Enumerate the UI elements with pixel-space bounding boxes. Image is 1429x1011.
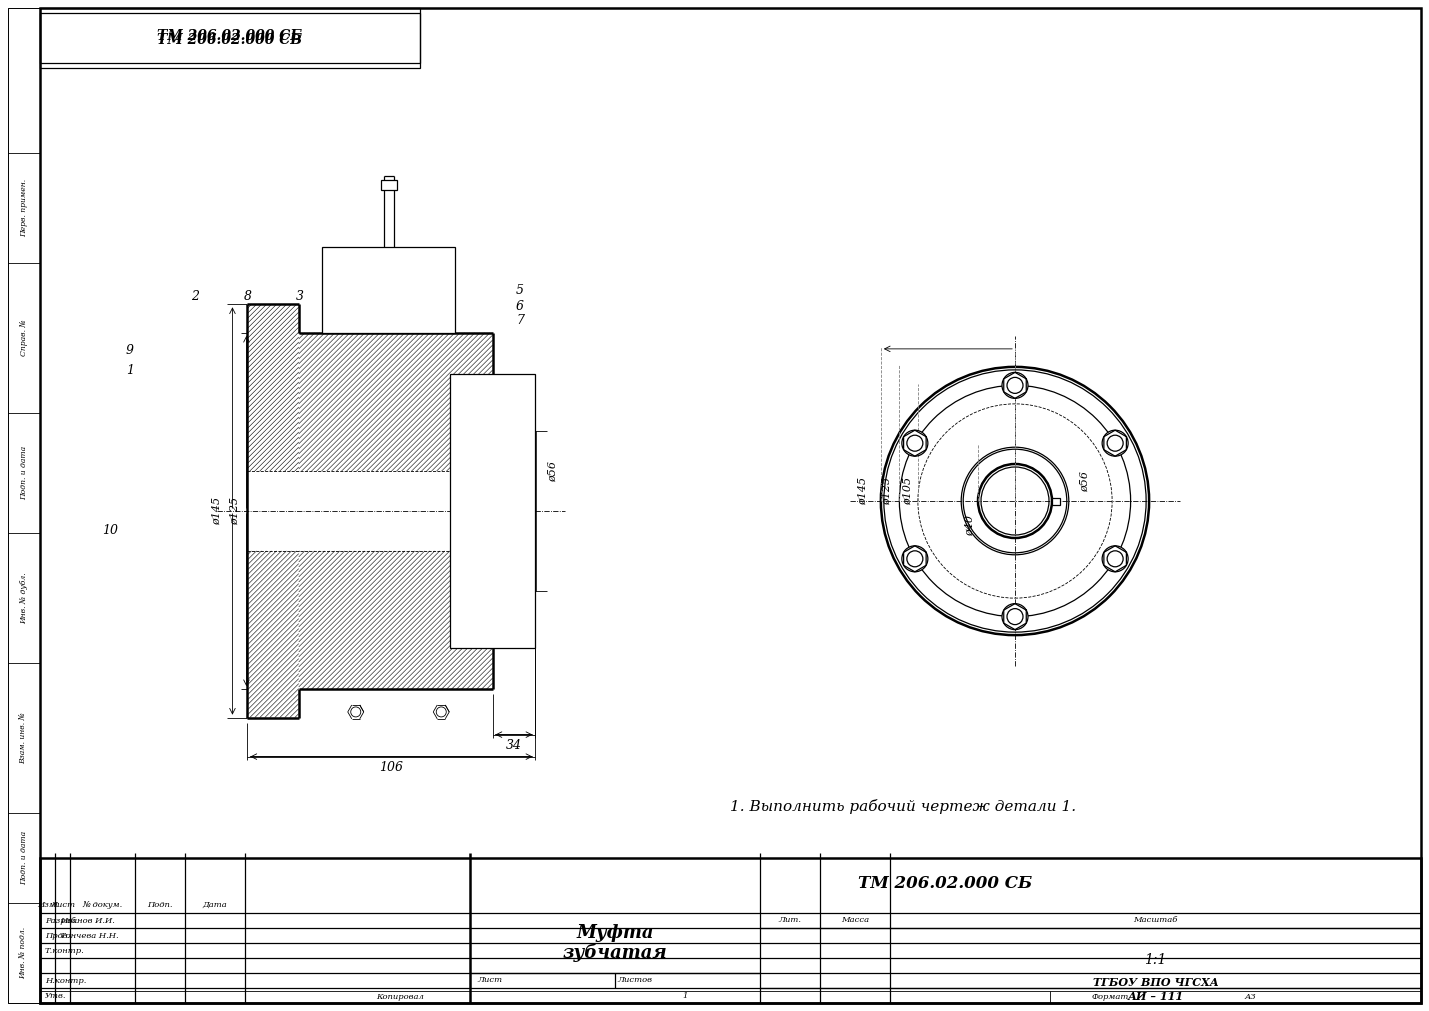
Text: Муфта: Муфта — [576, 924, 653, 942]
Text: ø145: ø145 — [857, 477, 867, 506]
Text: АИ – 111: АИ – 111 — [1127, 991, 1183, 1002]
Text: Лит.: Лит. — [779, 917, 802, 924]
Text: Лист: Лист — [50, 901, 76, 909]
Text: 5: 5 — [516, 284, 524, 297]
Text: Масса: Масса — [840, 917, 869, 924]
Text: ø105: ø105 — [903, 477, 913, 506]
Circle shape — [1102, 431, 1127, 456]
Text: Формат: Формат — [1092, 993, 1129, 1001]
Text: 1:1: 1:1 — [1145, 953, 1166, 968]
Circle shape — [902, 546, 927, 572]
Text: 106: 106 — [379, 761, 403, 774]
Text: 2: 2 — [191, 289, 199, 302]
Text: № докум.: № докум. — [83, 901, 123, 909]
Text: Копировал: Копировал — [376, 993, 424, 1001]
Text: Инв. № подл.: Инв. № подл. — [20, 927, 29, 979]
Text: ø125: ø125 — [230, 497, 240, 525]
Polygon shape — [1052, 497, 1060, 504]
Text: 8: 8 — [244, 289, 252, 302]
Circle shape — [902, 431, 927, 456]
Circle shape — [1102, 546, 1127, 572]
Text: Дата: Дата — [203, 901, 227, 909]
Circle shape — [1002, 372, 1027, 398]
Text: Взам. инв. №: Взам. инв. № — [20, 712, 29, 764]
Text: 1. Выполнить рабочий чертеж детали 1.: 1. Выполнить рабочий чертеж детали 1. — [730, 799, 1076, 814]
Text: Справ. №: Справ. № — [20, 319, 29, 356]
Text: 9: 9 — [126, 345, 134, 358]
Text: Тончева Н.Н.: Тончева Н.Н. — [60, 932, 119, 940]
Text: Подп.: Подп. — [147, 901, 173, 909]
Text: Утв.: Утв. — [44, 992, 67, 1000]
Text: ΤМ 206.02.000 СБ: ΤМ 206.02.000 СБ — [157, 28, 303, 42]
Text: ΤМ 206.02.000 СБ: ΤМ 206.02.000 СБ — [859, 875, 1033, 892]
Bar — [40, 8, 420, 63]
Text: 6: 6 — [516, 299, 524, 312]
Text: Инв. № дубл.: Инв. № дубл. — [20, 572, 29, 624]
Text: ΤГБОУ ВПО ЧГСХА: ΤГБОУ ВПО ЧГСХА — [1093, 978, 1219, 989]
Text: 1: 1 — [126, 365, 134, 377]
Text: Н.контр.: Н.контр. — [44, 977, 86, 985]
Text: 10: 10 — [101, 525, 119, 538]
Bar — [450, 374, 536, 648]
Text: Иванов И.И.: Иванов И.И. — [60, 917, 114, 925]
Text: Пров.: Пров. — [44, 932, 70, 940]
Circle shape — [1002, 604, 1027, 630]
Text: 7: 7 — [516, 314, 524, 328]
Text: ø125: ø125 — [882, 477, 892, 506]
Text: Т.контр.: Т.контр. — [44, 947, 84, 955]
Text: Подп. и дата: Подп. и дата — [20, 446, 29, 500]
Bar — [40, 13, 420, 68]
Text: 34: 34 — [506, 739, 522, 752]
Text: Листов: Листов — [617, 977, 653, 985]
Text: Изм.: Изм. — [37, 901, 59, 909]
Bar — [380, 180, 396, 190]
Text: Масштаб: Масштаб — [1133, 917, 1177, 924]
Text: ø40: ø40 — [965, 516, 975, 537]
Text: ø145: ø145 — [211, 497, 221, 525]
Text: зубчатая: зубчатая — [563, 943, 667, 962]
Text: 3: 3 — [296, 289, 304, 302]
Text: Перв. примен.: Перв. примен. — [20, 179, 29, 237]
Text: Разраб.: Разраб. — [44, 917, 79, 925]
Text: 1: 1 — [682, 992, 687, 1000]
Text: ø56: ø56 — [549, 461, 559, 481]
Text: АЗ: АЗ — [1245, 993, 1256, 1001]
Text: Лист: Лист — [477, 977, 503, 985]
Bar — [40, 858, 1420, 1003]
Bar — [322, 248, 456, 333]
Text: Подп. и дата: Подп. и дата — [20, 831, 29, 885]
Text: 4: 4 — [412, 289, 419, 302]
Text: ΤМ 206.02.000 СБ: ΤМ 206.02.000 СБ — [157, 33, 303, 48]
Text: ø56: ø56 — [1080, 470, 1090, 491]
